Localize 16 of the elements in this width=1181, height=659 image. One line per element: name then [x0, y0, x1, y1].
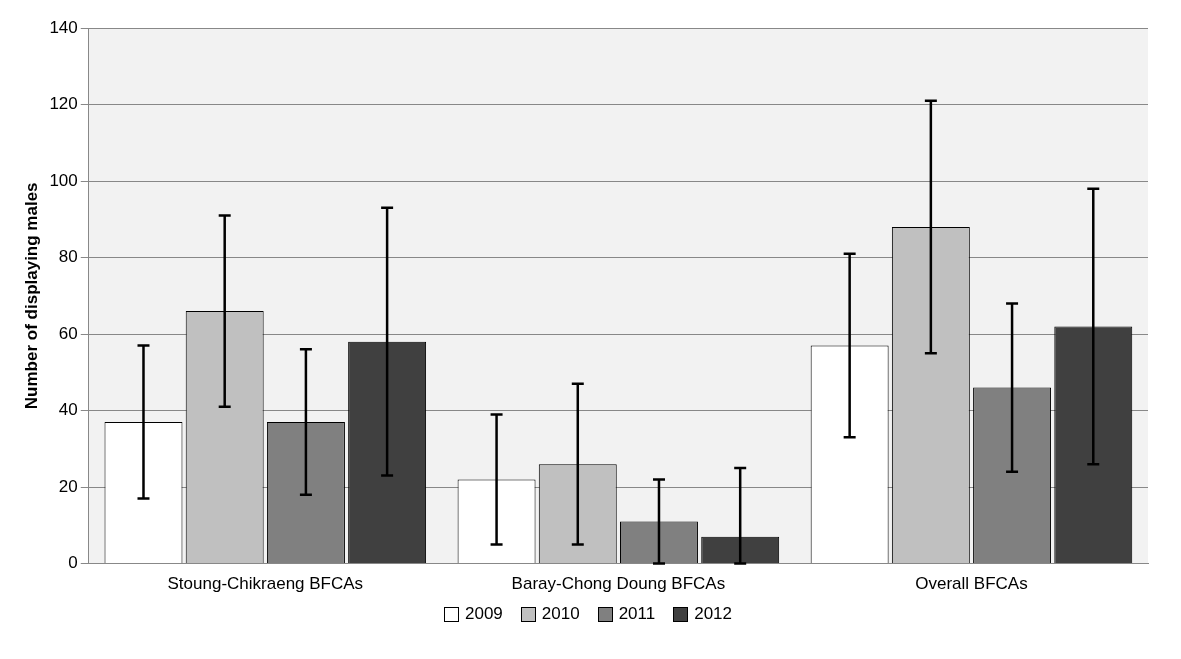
y-tick-label: 120	[49, 94, 78, 114]
y-tick-label: 0	[68, 553, 78, 573]
legend-label: 2010	[541, 604, 580, 624]
x-tick-label: Stoung-Chikraeng BFCAs	[167, 574, 364, 594]
y-tick-label: 80	[58, 247, 78, 267]
legend-label: 2011	[618, 604, 656, 624]
y-tick-label: 140	[49, 17, 78, 37]
x-tick-label: Overall BFCAs	[915, 574, 1028, 594]
y-tick-label: 40	[58, 400, 78, 420]
legend-label: 2012	[694, 604, 733, 624]
x-tick-label: Baray-Chong Doung BFCAs	[511, 574, 726, 594]
y-tick-label: 100	[49, 170, 78, 190]
y-tick-label: 60	[58, 323, 78, 343]
y-tick-label: 20	[58, 476, 78, 496]
y-axis-title: Number of displaying males	[21, 182, 41, 410]
legend-label: 2009	[464, 604, 503, 624]
